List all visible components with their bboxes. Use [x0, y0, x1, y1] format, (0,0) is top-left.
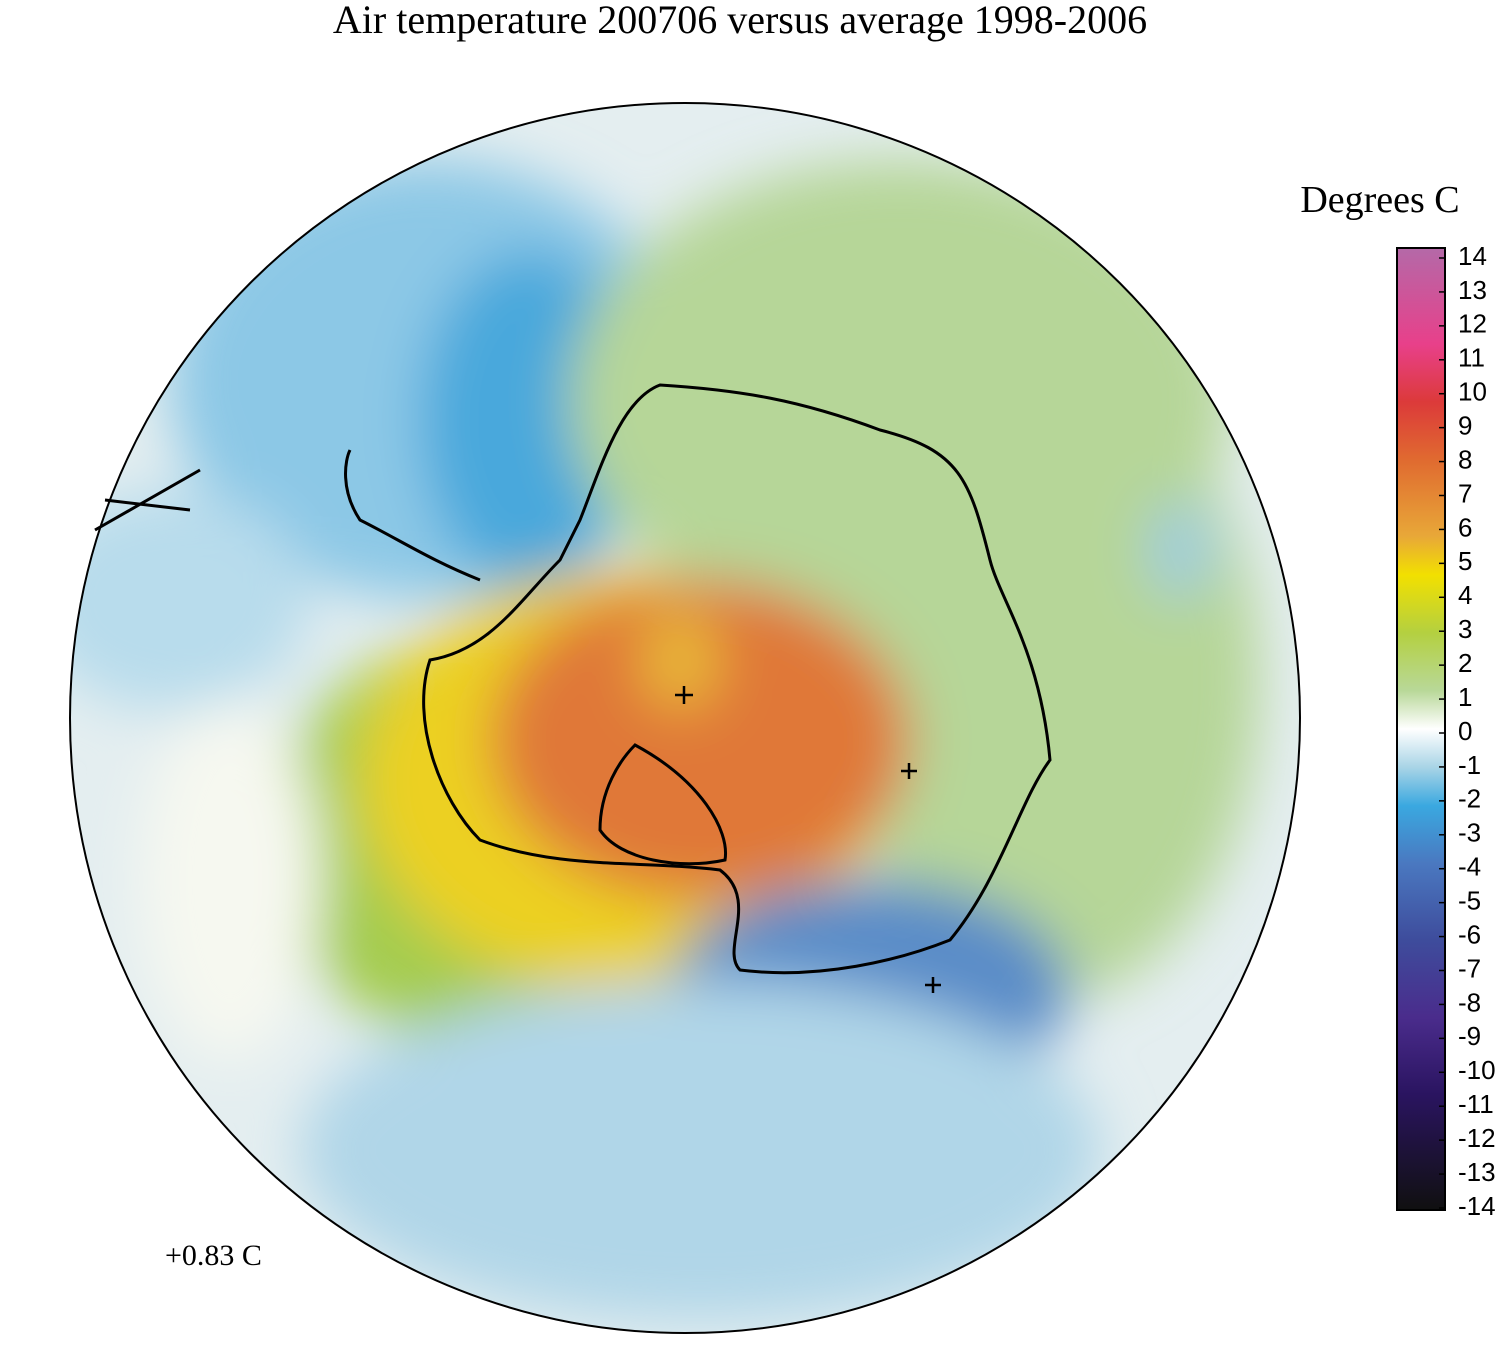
tick-label: 8	[1458, 444, 1472, 474]
tick-label: -1	[1458, 750, 1481, 780]
tick-label: -2	[1458, 784, 1481, 814]
tick-label: -4	[1458, 852, 1481, 882]
tick-label: 7	[1458, 478, 1472, 508]
tick-label: 4	[1458, 580, 1472, 610]
tick-label: -7	[1458, 953, 1481, 983]
station-markers	[675, 686, 941, 993]
annotation: +0.83 C	[165, 1239, 262, 1272]
tick-label: 0	[1458, 716, 1472, 746]
tick-label: 13	[1458, 275, 1487, 305]
tick-label: -11	[1458, 1089, 1494, 1119]
tick-label: -6	[1458, 919, 1481, 949]
tick-label: 11	[1458, 343, 1485, 373]
tick-label: 14	[1458, 241, 1487, 271]
tick-label: -5	[1458, 886, 1481, 916]
tick-label: -10	[1458, 1055, 1496, 1085]
tick-label: 9	[1458, 411, 1472, 441]
tick-label: -14	[1458, 1191, 1496, 1221]
tick-label: -13	[1458, 1157, 1496, 1187]
tick-label: 5	[1458, 546, 1472, 576]
peninsula	[344, 449, 481, 582]
tick-label: -9	[1458, 1021, 1481, 1051]
tick-label: 6	[1458, 512, 1472, 542]
tick-label: 12	[1458, 309, 1487, 339]
colorbar-label: Degrees C	[1300, 179, 1459, 221]
coastline	[422, 383, 1052, 975]
tick-label: -8	[1458, 987, 1481, 1017]
temperature-field	[70, 103, 1300, 1333]
tick-label: -12	[1458, 1123, 1496, 1153]
colorbar	[1396, 247, 1446, 1211]
ice-shelf	[598, 743, 728, 866]
title: Air temperature 200706 versus average 19…	[333, 0, 1147, 42]
south-america	[94, 468, 201, 532]
tick-label: 1	[1458, 682, 1472, 712]
tick-label: -3	[1458, 818, 1481, 848]
map-border	[69, 102, 1301, 1334]
tick-label: 2	[1458, 648, 1472, 678]
tick-label: 3	[1458, 614, 1472, 644]
tick-label: 10	[1458, 377, 1487, 407]
